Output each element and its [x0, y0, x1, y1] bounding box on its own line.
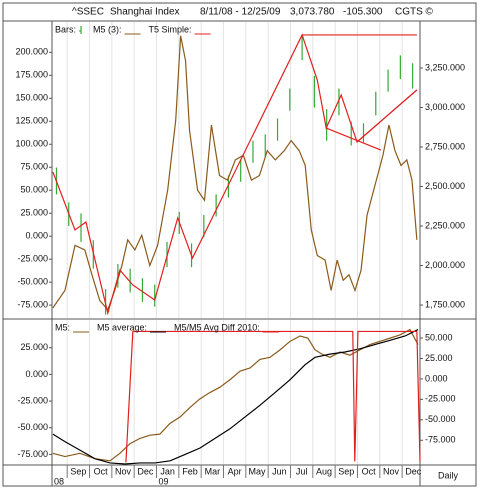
legend-label: M5 average: — [97, 322, 147, 332]
series-line — [125, 330, 421, 463]
y-tick-label: 150.000 — [15, 93, 48, 103]
x-tick-label: Jul — [296, 466, 308, 476]
source: CGTS © — [395, 7, 434, 18]
y-tick-label: 50.000 — [20, 185, 48, 195]
legend-label: T5 Simple: — [149, 24, 192, 34]
y-tick-label: 0.000 — [25, 231, 48, 241]
x-tick-label: May — [248, 466, 266, 476]
y-tick-label: -75.000 — [17, 300, 48, 310]
index-name: Shanghai Index — [110, 7, 180, 18]
y2-tick-label: 2,750.000 — [425, 141, 465, 151]
x-tick-label: Dec — [137, 466, 154, 476]
y2-tick-label: 2,500.000 — [425, 181, 465, 191]
y-tick-label: 0.000 — [25, 369, 48, 379]
legend-label: M5 (3): — [93, 24, 122, 34]
x-tick-label: Dec — [405, 466, 422, 476]
y-tick-label: -75.000 — [17, 449, 48, 459]
y2-tick-label: -75.000 — [425, 435, 456, 445]
x-tick-label: Sep — [70, 466, 86, 476]
x-tick-label: Feb — [182, 466, 198, 476]
date-range: 8/11/08 - 12/25/09 — [200, 7, 281, 18]
y2-tick-label: 50.000 — [425, 332, 453, 342]
trend-line — [356, 89, 418, 143]
year-label: 09 — [159, 476, 169, 486]
y-tick-label: 100.000 — [15, 139, 48, 149]
x-tick-label: Nov — [383, 466, 400, 476]
x-tick-label: Apr — [228, 466, 242, 476]
y-tick-label: -25.000 — [17, 254, 48, 264]
series-line — [52, 33, 418, 316]
y-tick-label: -50.000 — [17, 422, 48, 432]
y2-tick-label: 2,250.000 — [425, 220, 465, 230]
legend-label: M5: — [55, 322, 70, 332]
y2-tick-label: 3,000.000 — [425, 102, 465, 112]
y2-tick-label: 0.000 — [425, 373, 448, 383]
symbol: ^SSEC — [72, 7, 104, 18]
series-line — [52, 328, 419, 462]
x-tick-label: Oct — [94, 466, 109, 476]
trend-line — [325, 127, 382, 151]
series-line — [52, 35, 418, 311]
y2-tick-label: 3,250.000 — [425, 62, 465, 72]
last-price: 3,073.780 — [290, 7, 335, 18]
y-tick-label: -50.000 — [17, 277, 48, 287]
legend-label: Bars: — [55, 24, 76, 34]
y-tick-label: 25.000 — [20, 208, 48, 218]
x-tick-label: Jan — [160, 466, 175, 476]
y2-tick-label: -50.000 — [425, 414, 456, 424]
change: -105.300 — [343, 7, 383, 18]
x-tick-label: Mar — [205, 466, 221, 476]
y-tick-label: 75.000 — [20, 162, 48, 172]
x-tick-label: Nov — [115, 466, 132, 476]
y-tick-label: -25.000 — [17, 395, 48, 405]
x-tick-label: Oct — [362, 466, 377, 476]
legend-label: M5/M5 Avg Diff 2010: — [174, 322, 260, 332]
y2-tick-label: 2,000.000 — [425, 260, 465, 270]
y2-tick-label: 25.000 — [425, 353, 453, 363]
y2-tick-label: -25.000 — [425, 394, 456, 404]
series-line — [52, 329, 419, 465]
y-tick-label: 175.000 — [15, 70, 48, 80]
x-tick-label: Sep — [338, 466, 354, 476]
period: Daily — [438, 470, 459, 480]
y-tick-label: 125.000 — [15, 116, 48, 126]
year-label: 08 — [54, 476, 64, 486]
y-tick-label: 25.000 — [20, 342, 48, 352]
x-tick-label: Jun — [272, 466, 287, 476]
x-tick-label: Aug — [316, 466, 332, 476]
y2-tick-label: 1,750.000 — [425, 299, 465, 309]
y-tick-label: 200.000 — [15, 47, 48, 57]
frame — [2, 2, 477, 487]
